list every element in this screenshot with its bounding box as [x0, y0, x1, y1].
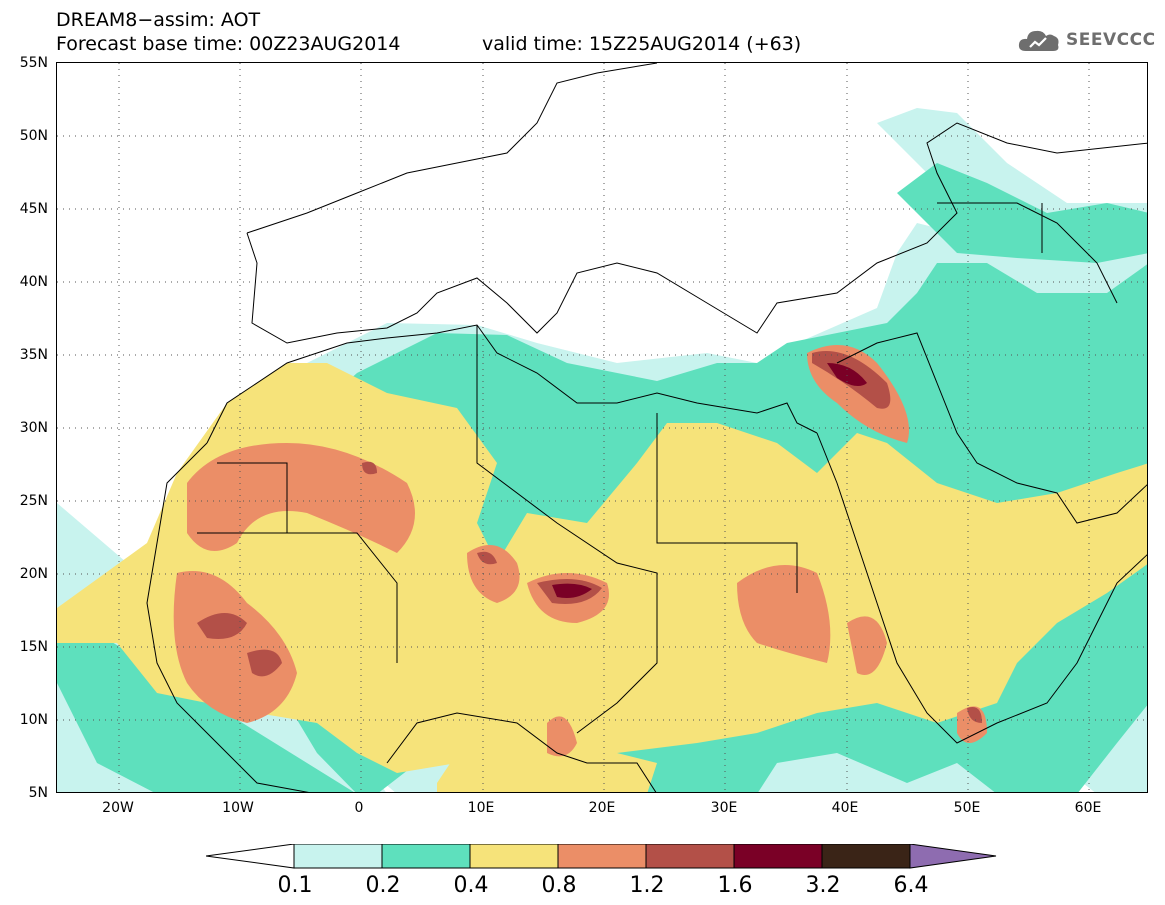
seevccc-logo: SEEVCCC — [1016, 24, 1156, 56]
colorbar-over-arrow — [909, 844, 997, 869]
lat-label-10n: 10N — [19, 712, 48, 728]
colorbar-bin-0.1 — [293, 844, 383, 869]
forecast-base-time: Forecast base time: 00Z23AUG2014 — [56, 33, 401, 55]
colorbar-label-3.2: 3.2 — [805, 873, 841, 898]
lat-label-30n: 30N — [19, 420, 48, 436]
valid-time: valid time: 15Z25AUG2014 (+63) — [482, 33, 802, 55]
logo-text: SEEVCCC — [1066, 30, 1156, 50]
lat-label-35n: 35N — [19, 347, 48, 363]
colorbar-label-0.1: 0.1 — [277, 873, 313, 898]
lat-label-40n: 40N — [19, 274, 48, 290]
lat-label-5n: 5N — [28, 785, 48, 801]
lat-label-55n: 55N — [19, 55, 48, 71]
lon-label-10e: 10E — [467, 800, 495, 816]
lon-label-20w: 20W — [102, 800, 134, 816]
graticule — [57, 63, 1147, 792]
colorbar-bin-1.6 — [733, 844, 823, 869]
coastlines — [146, 63, 1147, 792]
lon-label-0: 0 — [354, 800, 364, 816]
colorbar-label-0.4: 0.4 — [453, 873, 489, 898]
colorbar-bin-1.2 — [645, 844, 735, 869]
cloud-icon — [1018, 30, 1059, 51]
lon-label-20e: 20E — [588, 800, 616, 816]
aot-field — [57, 63, 1147, 792]
colorbar-label-0.2: 0.2 — [365, 873, 401, 898]
colorbar-bin-3.2 — [821, 844, 911, 869]
colorbar-label-0.8: 0.8 — [541, 873, 577, 898]
lon-label-30e: 30E — [710, 800, 738, 816]
lat-label-50n: 50N — [19, 128, 48, 144]
aot-colorbar — [206, 844, 997, 869]
aot-map — [56, 62, 1148, 793]
map-title: DREAM8−assim: AOT — [56, 9, 261, 31]
colorbar-label-6.4: 6.4 — [893, 873, 929, 898]
colorbar-bin-0.4 — [469, 844, 559, 869]
colorbar-under-arrow — [206, 844, 295, 869]
lon-label-60e: 60E — [1074, 800, 1102, 816]
aot-band-1.6 — [552, 363, 867, 598]
lat-label-20n: 20N — [19, 566, 48, 582]
lat-label-15n: 15N — [19, 639, 48, 655]
lat-label-25n: 25N — [19, 493, 48, 509]
colorbar-label-1.2: 1.2 — [629, 873, 665, 898]
colorbar-bin-0.8 — [557, 844, 647, 869]
lon-label-50e: 50E — [953, 800, 981, 816]
lat-label-45n: 45N — [19, 201, 48, 217]
colorbar-label-1.6: 1.6 — [717, 873, 753, 898]
lon-label-40e: 40E — [831, 800, 859, 816]
lon-label-10w: 10W — [222, 800, 254, 816]
colorbar-bin-0.2 — [381, 844, 471, 869]
